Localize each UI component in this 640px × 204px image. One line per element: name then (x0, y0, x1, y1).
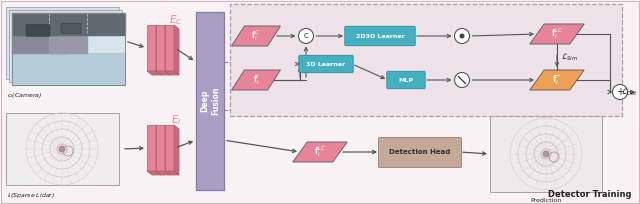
Polygon shape (156, 125, 161, 175)
Polygon shape (174, 125, 179, 175)
Text: $\mathbf{f}_i^{LC}$: $\mathbf{f}_i^{LC}$ (551, 27, 563, 41)
FancyBboxPatch shape (230, 4, 622, 116)
Polygon shape (147, 171, 161, 175)
FancyBboxPatch shape (6, 113, 119, 185)
Text: $\mathbf{f}_i^l$: $\mathbf{f}_i^l$ (253, 73, 259, 88)
Polygon shape (147, 71, 161, 75)
Text: $\mathcal{L}_{Det}$: $\mathcal{L}_{Det}$ (621, 86, 638, 98)
FancyBboxPatch shape (156, 25, 165, 71)
FancyBboxPatch shape (490, 116, 602, 192)
Polygon shape (293, 142, 347, 162)
Polygon shape (165, 71, 179, 75)
Text: $E_C$: $E_C$ (169, 13, 183, 27)
Text: 3D Learner: 3D Learner (307, 61, 346, 67)
Circle shape (543, 151, 549, 157)
Circle shape (59, 146, 65, 152)
FancyBboxPatch shape (61, 23, 81, 33)
Circle shape (454, 29, 470, 43)
FancyBboxPatch shape (387, 71, 425, 89)
FancyBboxPatch shape (9, 10, 122, 82)
Text: $\mathbf{f}_i^*$: $\mathbf{f}_i^*$ (552, 73, 562, 88)
Polygon shape (165, 125, 170, 175)
Text: MLP: MLP (399, 78, 413, 82)
FancyBboxPatch shape (196, 12, 224, 190)
FancyBboxPatch shape (165, 25, 174, 71)
Polygon shape (232, 70, 280, 90)
Polygon shape (165, 25, 170, 75)
Text: Prediction: Prediction (531, 198, 562, 203)
FancyBboxPatch shape (147, 25, 156, 71)
Polygon shape (174, 25, 179, 75)
FancyBboxPatch shape (156, 125, 165, 171)
Polygon shape (165, 171, 179, 175)
Polygon shape (156, 71, 170, 75)
Text: $\mathbf{f}_i^{LC}$: $\mathbf{f}_i^{LC}$ (314, 145, 326, 160)
Circle shape (612, 84, 627, 100)
Text: Detector Training: Detector Training (548, 190, 632, 199)
FancyBboxPatch shape (165, 125, 174, 171)
Text: 2D3D Learner: 2D3D Learner (356, 33, 404, 39)
Polygon shape (156, 171, 170, 175)
Text: Detection Head: Detection Head (389, 149, 451, 155)
FancyBboxPatch shape (345, 26, 415, 46)
FancyBboxPatch shape (26, 24, 50, 36)
FancyBboxPatch shape (6, 7, 119, 79)
Text: Deep
Fusion: Deep Fusion (200, 87, 220, 115)
Polygon shape (530, 70, 584, 90)
Text: $\mathbf{f}_i^C$: $\mathbf{f}_i^C$ (252, 29, 260, 43)
Text: $l_i$(Sparse Lidar): $l_i$(Sparse Lidar) (7, 191, 55, 200)
Text: C: C (303, 33, 308, 39)
Text: ·: · (461, 31, 463, 41)
FancyBboxPatch shape (147, 125, 156, 171)
FancyBboxPatch shape (299, 55, 353, 73)
Text: $c_i$(Camera): $c_i$(Camera) (7, 91, 43, 100)
Text: $\mathcal{L}_{Sim}$: $\mathcal{L}_{Sim}$ (561, 51, 578, 63)
Text: $E_l$: $E_l$ (171, 113, 181, 127)
FancyBboxPatch shape (378, 137, 461, 167)
Polygon shape (232, 26, 280, 46)
Circle shape (298, 29, 314, 43)
Polygon shape (156, 25, 161, 75)
Circle shape (454, 72, 470, 88)
Text: +: + (616, 87, 624, 97)
Circle shape (460, 33, 465, 39)
Polygon shape (530, 24, 584, 44)
FancyBboxPatch shape (12, 13, 125, 85)
